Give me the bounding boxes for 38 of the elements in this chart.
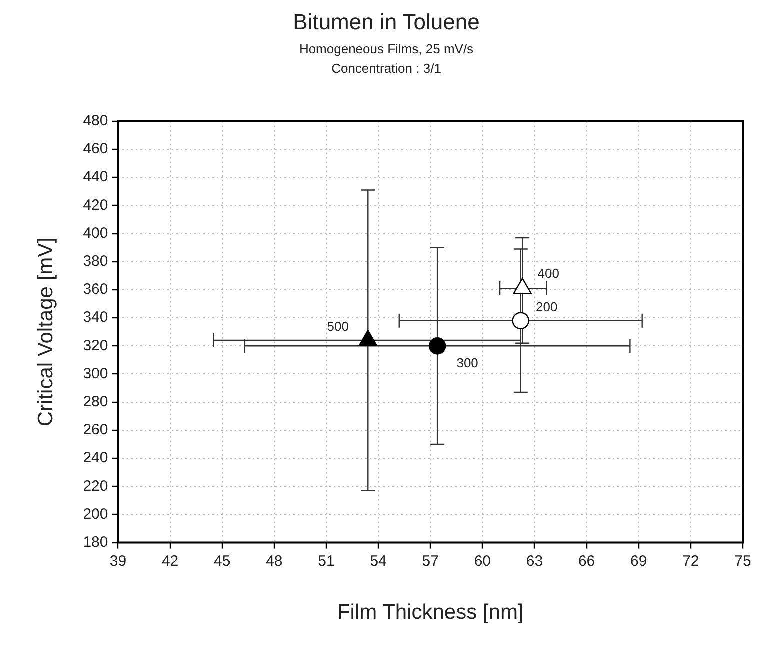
annotation: 500 [327,319,349,334]
y-tick-label: 260 [83,422,108,439]
x-tick-label: 51 [318,552,335,570]
x-tick-label: 42 [162,552,179,570]
y-tick-label: 240 [83,450,108,467]
x-tick-label: 54 [370,552,387,570]
y-tick-label: 300 [83,365,108,382]
x-tick-label: 60 [474,552,492,570]
x-tick-label: 48 [266,552,283,570]
y-axis-title: Critical Voltage [mV] [34,238,58,427]
text: Concentration : 3/1 [332,61,442,76]
annotation: 300 [456,356,478,371]
x-tick-label: 66 [578,552,596,570]
x-tick-label: 57 [422,552,439,570]
y-tick-label: 280 [83,393,108,410]
y-tick-label: 340 [83,309,108,326]
y-tick-label: 360 [83,281,108,298]
annotation: 200 [536,299,558,314]
y-tick-label: 320 [83,337,108,354]
chart-subtitle: Homogeneous Films, 25 mV/s [299,42,474,57]
y-tick-label: 180 [83,534,108,551]
chart-title: Bitumen in Toluene [293,9,480,34]
y-tick-label: 380 [83,253,108,270]
x-tick-label: 63 [526,552,544,570]
y-tick-label: 480 [83,112,108,130]
y-tick-label: 200 [83,506,108,523]
x-tick-label: 72 [682,552,700,570]
y-tick-label: 420 [83,196,108,214]
y-tick-label: 400 [83,224,108,242]
y-tick-label: 460 [83,140,108,158]
x-axis-title: Film Thickness [nm] [337,601,524,624]
x-tick-label: 69 [630,552,648,570]
x-tick-label: 39 [110,552,127,570]
x-tick-label: 45 [214,552,231,570]
x-tick-label: 75 [734,552,752,570]
y-tick-label: 440 [83,168,108,186]
annotation: 400 [538,266,560,282]
y-tick-label: 220 [83,478,108,495]
